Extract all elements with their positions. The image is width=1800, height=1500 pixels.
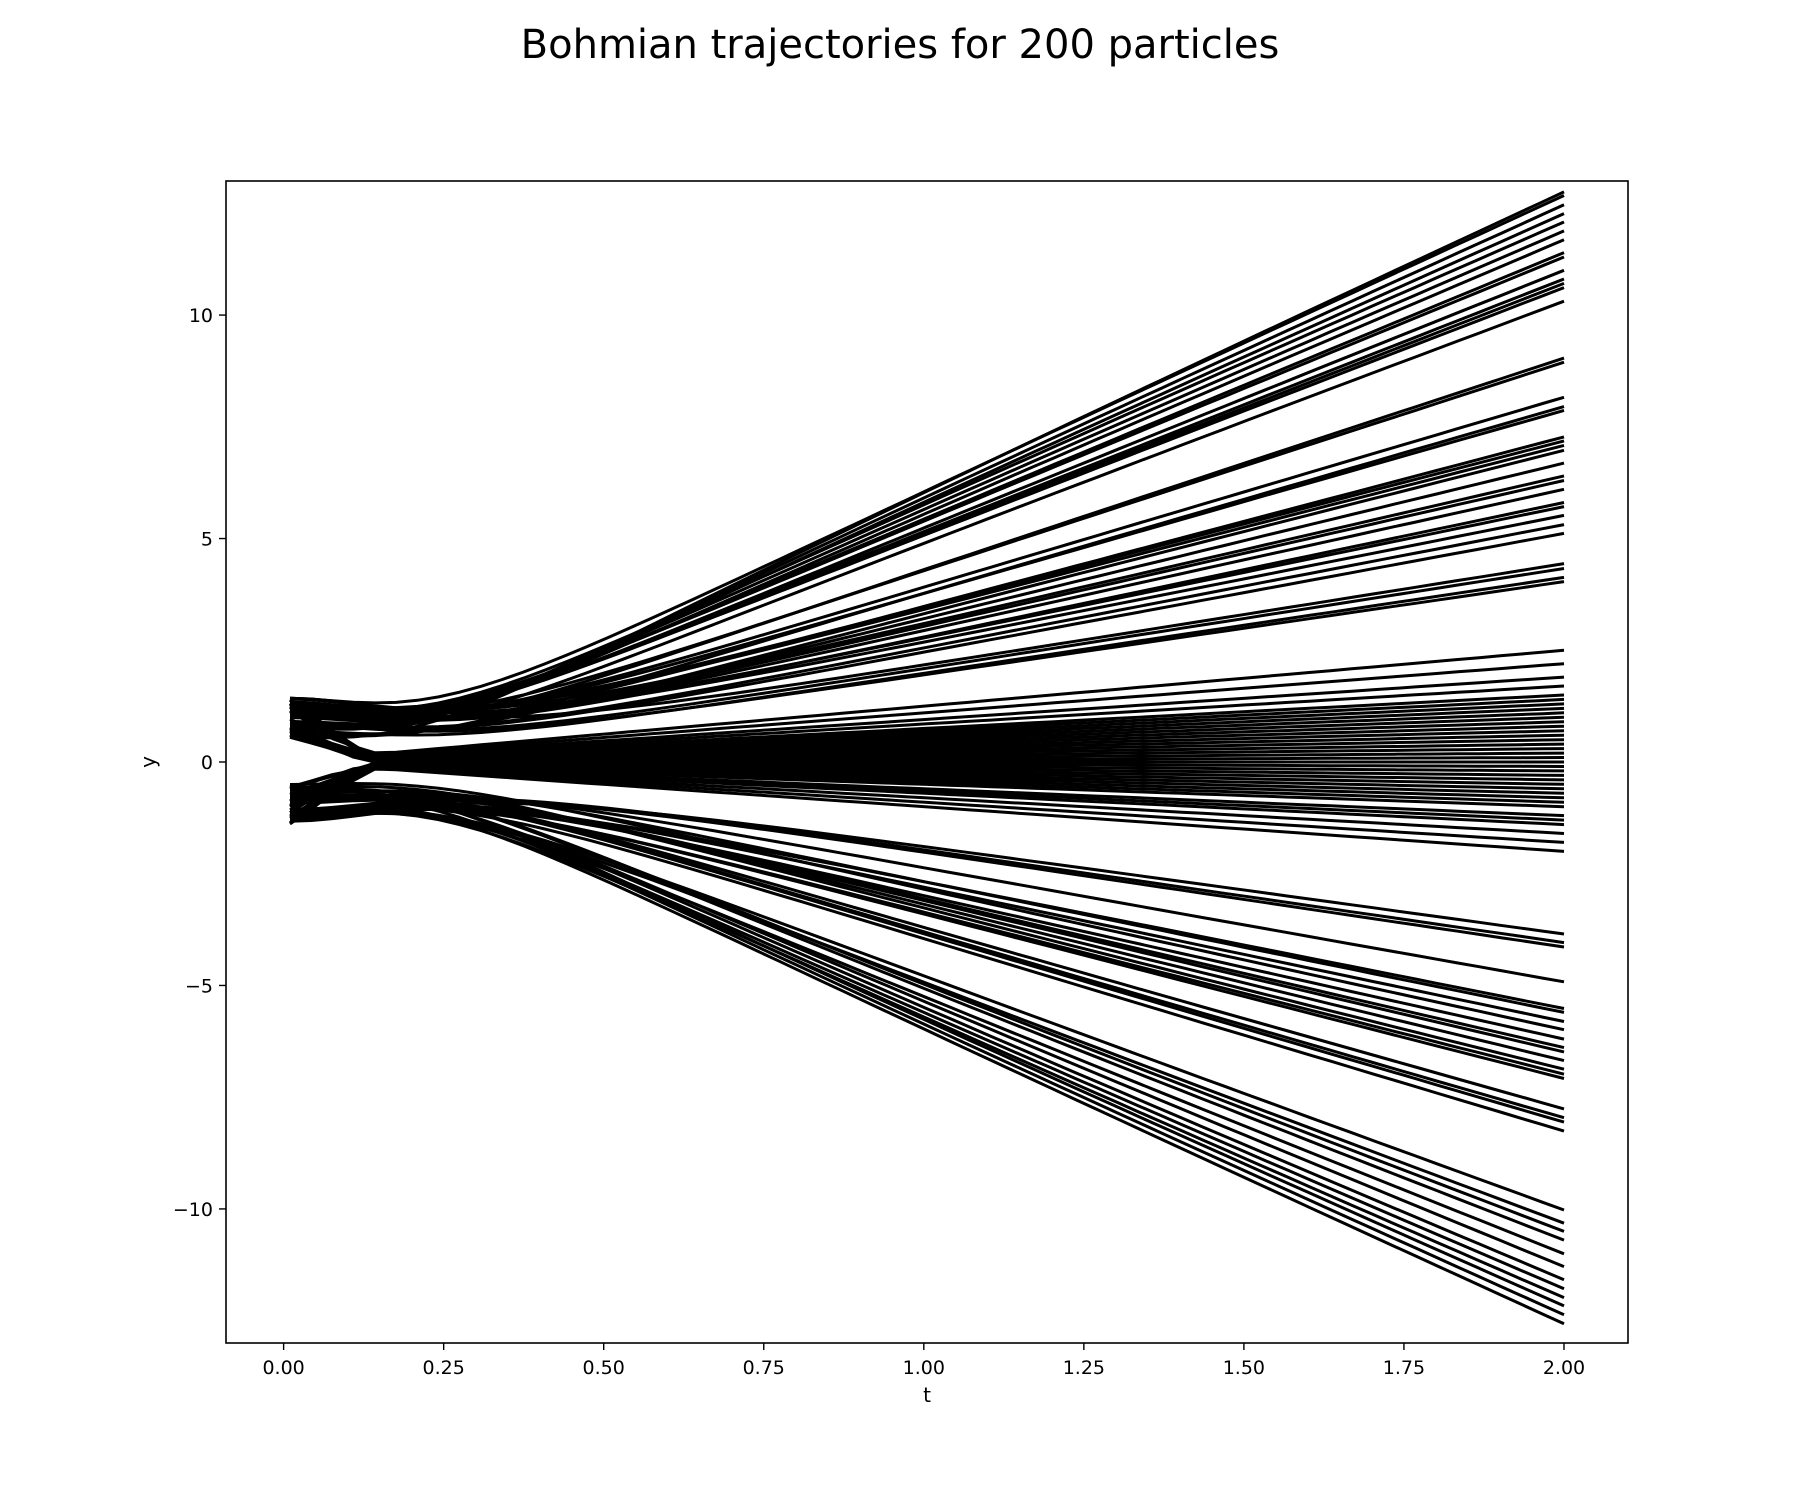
trajectory-line bbox=[289, 439, 1565, 711]
trajectory-lines bbox=[289, 190, 1565, 1326]
trajectory-line bbox=[289, 648, 1565, 755]
trajectory-line bbox=[289, 286, 1565, 710]
trajectory-line bbox=[289, 513, 1565, 715]
trajectory-line bbox=[289, 790, 1565, 1063]
trajectory-line bbox=[289, 675, 1565, 758]
y-tick-label: −5 bbox=[185, 975, 213, 997]
x-tick-label: 0.75 bbox=[743, 1357, 785, 1379]
trajectory-line bbox=[289, 790, 1565, 1308]
trajectory-line bbox=[289, 789, 1565, 1014]
trajectory-line bbox=[289, 474, 1565, 712]
trajectory-line bbox=[289, 662, 1565, 757]
chart-title: Bohmian trajectories for 200 particles bbox=[520, 22, 1280, 68]
trajectory-line bbox=[289, 805, 1565, 1291]
y-tick-label: −10 bbox=[173, 1199, 213, 1221]
trajectory-line bbox=[289, 811, 1565, 1225]
y-axis-label: y bbox=[136, 756, 160, 768]
trajectory-line bbox=[289, 531, 1565, 730]
x-axis-label: t bbox=[923, 1383, 931, 1407]
trajectory-line bbox=[289, 797, 1565, 1317]
trajectory-line bbox=[289, 795, 1565, 1111]
trajectory-line bbox=[289, 220, 1565, 712]
x-tick-label: 0.25 bbox=[423, 1357, 465, 1379]
trajectory-line bbox=[289, 784, 1565, 1071]
y-tick-label: 0 bbox=[201, 752, 213, 774]
x-tick-label: 1.75 bbox=[1383, 1357, 1425, 1379]
x-tick-label: 1.00 bbox=[903, 1357, 945, 1379]
trajectory-line bbox=[289, 782, 1565, 1032]
trajectory-line bbox=[289, 807, 1565, 1076]
trajectory-line bbox=[289, 255, 1565, 711]
y-tick-label: 5 bbox=[201, 529, 213, 551]
x-tick-label: 0.50 bbox=[583, 1357, 625, 1379]
trajectory-line bbox=[289, 580, 1565, 733]
trajectory-line bbox=[289, 487, 1565, 720]
trajectory-line bbox=[289, 575, 1565, 737]
trajectory-line bbox=[289, 806, 1565, 1326]
trajectory-line bbox=[289, 229, 1565, 719]
x-tick-label: 0.00 bbox=[262, 1357, 304, 1379]
trajectory-line bbox=[289, 567, 1565, 732]
x-axis: 0.00 0.25 0.50 0.75 1.00 1.25 1.50 1.75 2.00 bbox=[262, 1343, 1585, 1379]
y-axis: −10 −5 0 5 10 bbox=[173, 305, 226, 1221]
trajectory-line bbox=[289, 194, 1565, 705]
trajectory-line bbox=[289, 767, 1565, 853]
trajectory-line bbox=[289, 360, 1565, 715]
trajectory-line bbox=[289, 562, 1565, 720]
x-tick-label: 1.50 bbox=[1223, 1357, 1265, 1379]
trajectory-line bbox=[289, 798, 1565, 1124]
x-tick-label: 2.00 bbox=[1543, 1357, 1585, 1379]
trajectory-line bbox=[289, 803, 1565, 1023]
x-tick-label: 1.25 bbox=[1063, 1357, 1105, 1379]
y-tick-label: 10 bbox=[189, 305, 213, 327]
trajectory-line bbox=[289, 787, 1565, 1242]
